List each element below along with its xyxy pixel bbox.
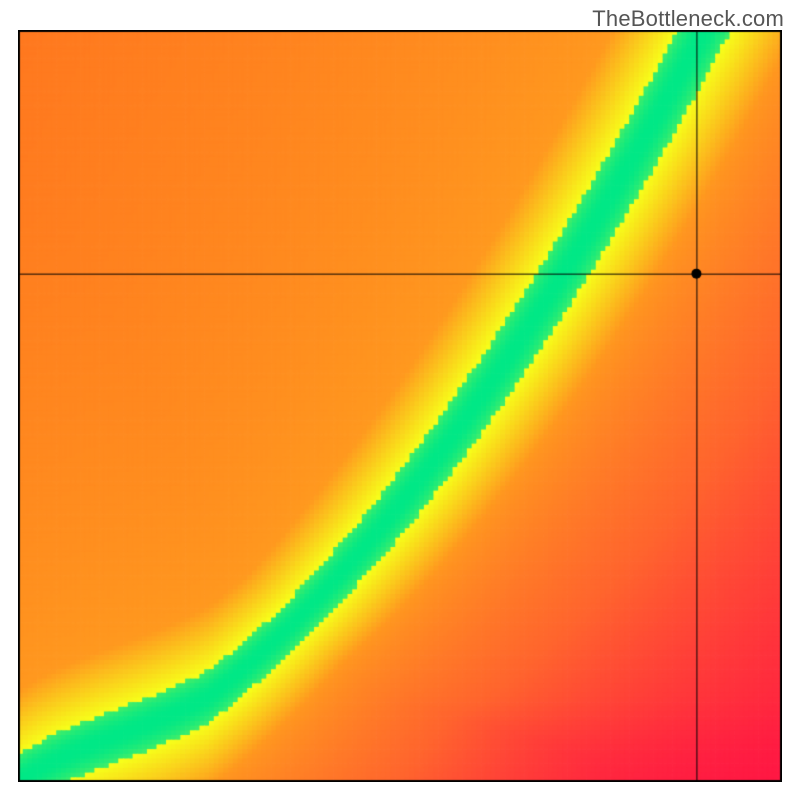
heatmap-canvas (18, 30, 782, 782)
watermark-text: TheBottleneck.com (592, 6, 784, 32)
bottleneck-heatmap-plot (18, 30, 782, 782)
